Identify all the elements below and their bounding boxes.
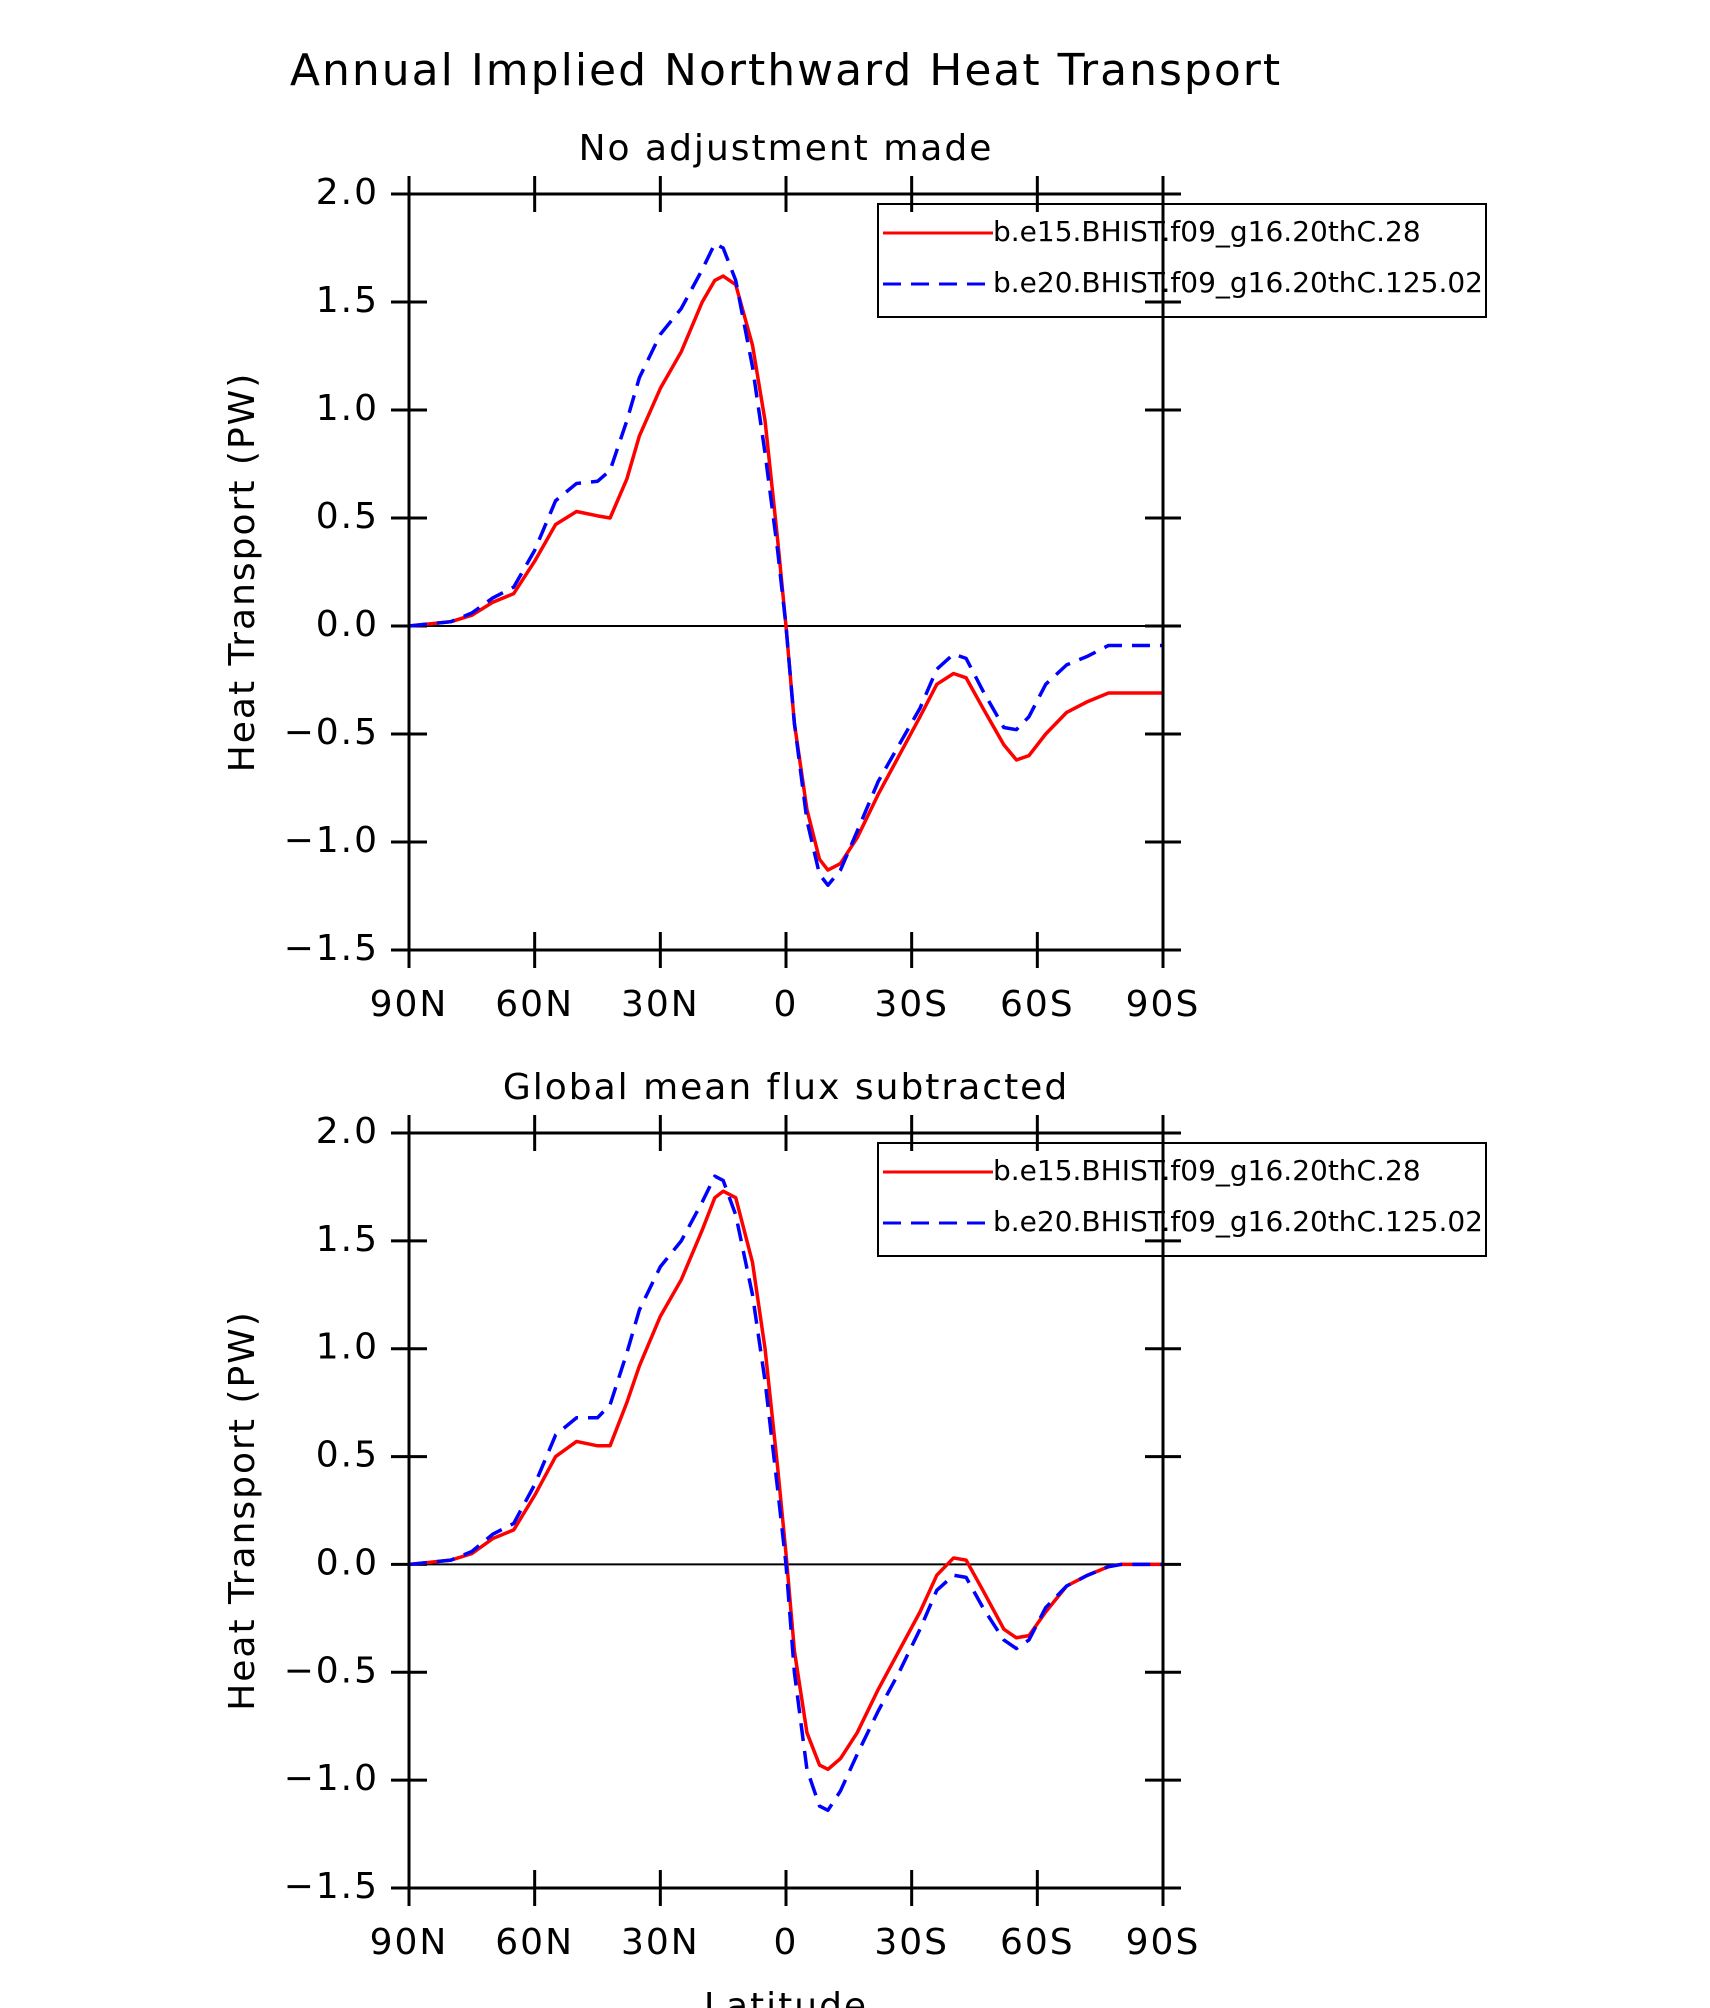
- x-tick-label: 60N: [495, 984, 574, 1025]
- x-tick-label: 60N: [495, 1922, 574, 1963]
- plot-frame: [407, 192, 1165, 952]
- y-tick-label: 0.0: [316, 604, 379, 645]
- y-tick-label: −0.5: [284, 712, 379, 753]
- y-tick-label: 2.0: [316, 172, 379, 213]
- y-tick-label: −1.5: [284, 1866, 379, 1907]
- x-tick-label: 30N: [621, 984, 700, 1025]
- data-line: [408, 241, 1163, 887]
- legend-box: [877, 1142, 1487, 1257]
- legend-label: b.e20.BHIST.f09_g16.20thC.125.02: [993, 266, 1483, 299]
- x-tick-label: 60S: [1000, 984, 1075, 1025]
- x-tick-label: 0: [774, 1922, 799, 1963]
- data-line: [408, 1189, 1163, 1772]
- legend-box: [877, 203, 1487, 318]
- x-tick-label: 90N: [370, 1922, 449, 1963]
- legend-label: b.e20.BHIST.f09_g16.20thC.125.02: [993, 1205, 1483, 1238]
- y-tick-label: −1.5: [284, 928, 379, 969]
- y-tick-label: 1.5: [316, 280, 379, 321]
- y-tick-label: −0.5: [284, 1650, 379, 1691]
- legend-label: b.e15.BHIST.f09_g16.20thC.28: [993, 1154, 1421, 1187]
- y-tick-label: 1.0: [316, 388, 379, 429]
- panel-title: No adjustment made: [579, 128, 994, 169]
- panel-title: Global mean flux subtracted: [503, 1067, 1069, 1108]
- y-tick-label: 0.0: [316, 1542, 379, 1583]
- y-axis-label: Heat Transport (PW): [222, 1310, 263, 1711]
- x-tick-label: 30S: [874, 1922, 949, 1963]
- x-tick-label: 60S: [1000, 1922, 1075, 1963]
- figure-title: Annual Implied Northward Heat Transport: [290, 45, 1282, 96]
- y-tick-label: 2.0: [316, 1111, 379, 1152]
- x-tick-label: 90S: [1126, 984, 1201, 1025]
- x-tick-label: 90S: [1126, 1922, 1201, 1963]
- y-tick-label: 0.5: [316, 496, 379, 537]
- y-tick-label: 1.0: [316, 1327, 379, 1368]
- y-tick-label: 1.5: [316, 1219, 379, 1260]
- y-tick-label: −1.0: [284, 1758, 379, 1799]
- data-line: [408, 1174, 1163, 1813]
- x-tick-label: 30S: [874, 984, 949, 1025]
- x-tick-label: 90N: [370, 984, 449, 1025]
- y-axis-label: Heat Transport (PW): [222, 372, 263, 773]
- plot-frame: [407, 1131, 1165, 1890]
- legend-label: b.e15.BHIST.f09_g16.20thC.28: [993, 215, 1421, 248]
- x-axis-label: Latitude: [704, 1986, 868, 2008]
- y-tick-label: −1.0: [284, 820, 379, 861]
- x-tick-label: 0: [774, 984, 799, 1025]
- y-tick-label: 0.5: [316, 1435, 379, 1476]
- x-tick-label: 30N: [621, 1922, 700, 1963]
